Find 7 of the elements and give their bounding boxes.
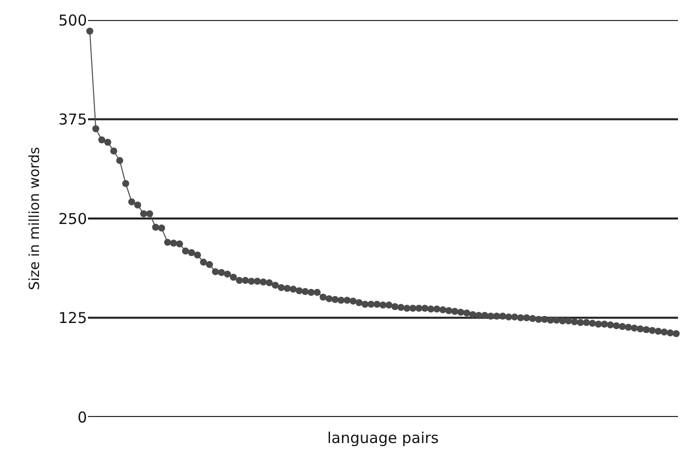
y-tick-label: 375 [58,110,87,128]
y-tick-label: 125 [58,309,87,327]
y-tick-label: 0 [77,408,87,426]
y-tick-label: 500 [58,11,87,30]
x-axis-title: language pairs [327,429,439,447]
y-tick-label: 250 [58,210,87,228]
y-axis-title: Size in million words [26,146,43,290]
